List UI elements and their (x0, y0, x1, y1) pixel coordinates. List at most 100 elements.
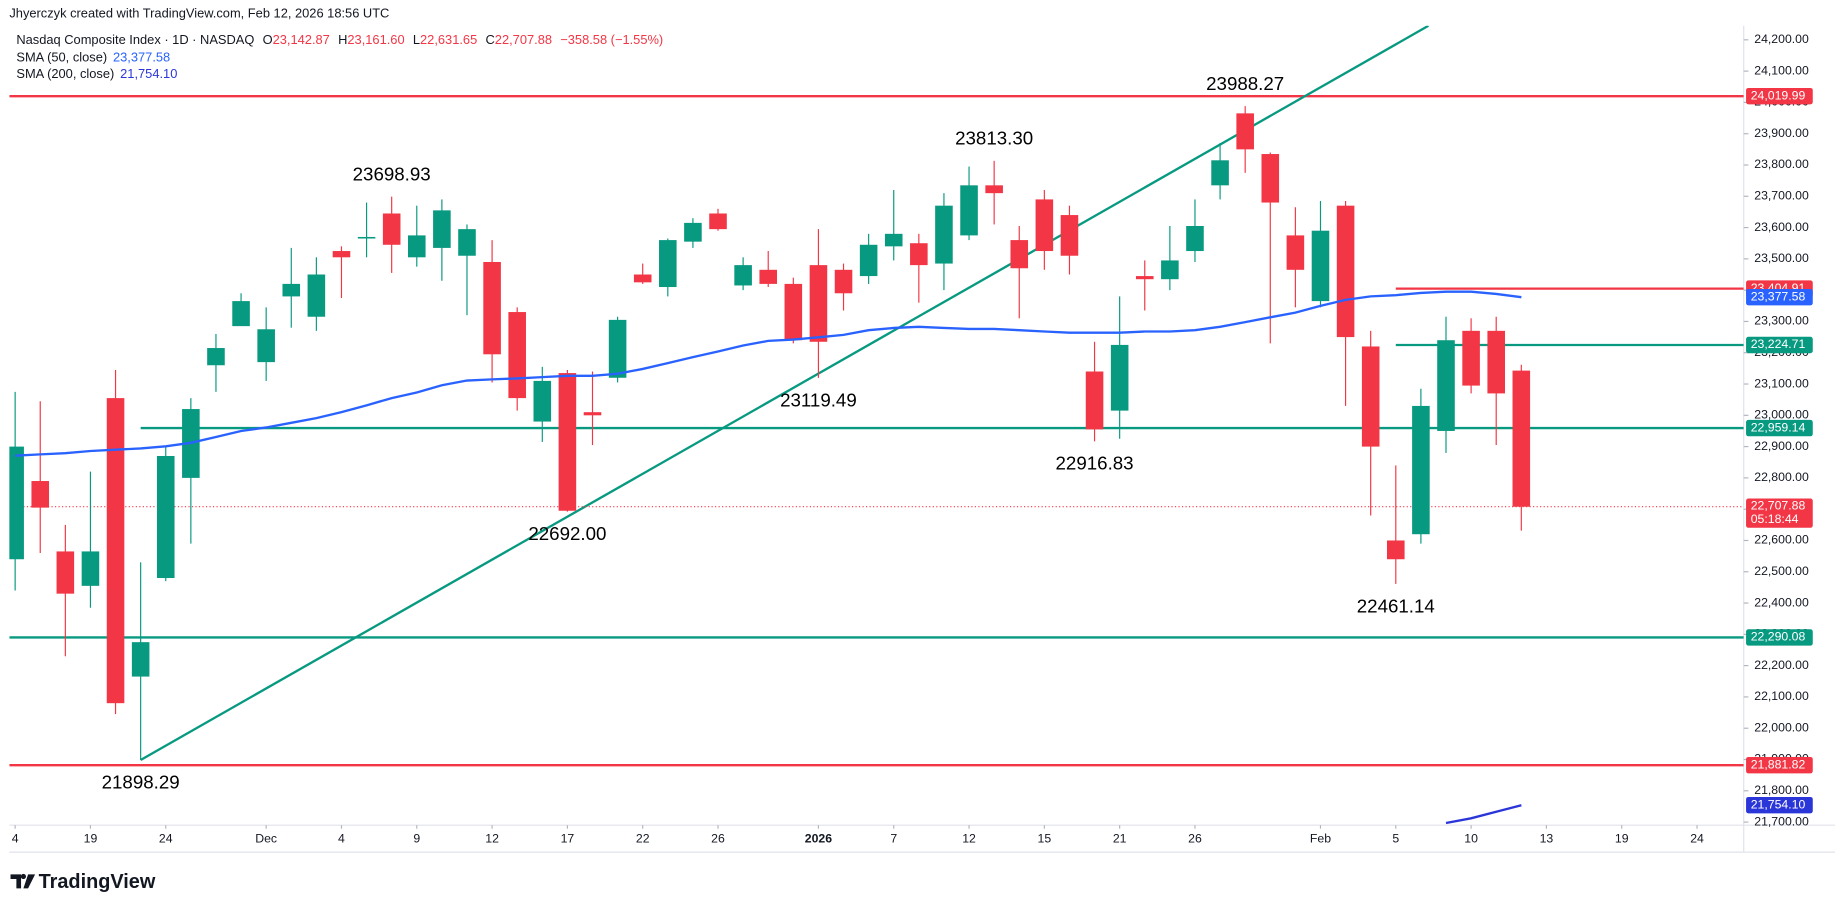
x-tick-label: 15 (1038, 832, 1052, 846)
x-tick-label: 21 (1113, 832, 1127, 846)
candle-body (734, 265, 752, 286)
y-tick-label: 23,500.00 (1754, 251, 1809, 265)
candle-body (81, 551, 100, 586)
x-tick-label: 9 (413, 832, 420, 846)
candle-body (759, 269, 778, 284)
y-tick-label: 22,500.00 (1754, 564, 1809, 578)
brand: TradingView (39, 871, 156, 893)
last-price-box (1746, 498, 1813, 528)
level-label-box (1746, 419, 1813, 437)
x-tick-label: 17 (561, 832, 575, 846)
candle-body (558, 373, 577, 511)
price-annotation: 22916.83 (1056, 453, 1134, 474)
candle-body (31, 481, 50, 508)
candle-body (1085, 371, 1104, 430)
h-value: 23,161.60 (347, 32, 404, 47)
sma-label-box (1746, 288, 1813, 306)
price-annotation: 23813.30 (955, 128, 1033, 149)
level-label-text: 24,019.99 (1751, 88, 1806, 102)
level-label-box (1746, 87, 1813, 105)
candle-body (458, 229, 476, 256)
candle-body (1311, 230, 1330, 302)
last-price-text: 22,707.88 (1751, 498, 1806, 512)
candle-body (809, 265, 828, 342)
price-annotation: 23119.49 (780, 389, 857, 410)
candle-body (56, 551, 75, 594)
sma50-name: SMA (50, close) (16, 50, 107, 65)
candle-body (257, 329, 275, 363)
x-tick-label: 13 (1540, 832, 1554, 846)
candle-body (407, 235, 426, 258)
change: −358.58 (−1.55%) (560, 32, 663, 47)
x-tick-label: Dec (255, 832, 277, 846)
candle-body (1236, 113, 1254, 150)
price-annotation: 22461.14 (1357, 595, 1435, 616)
candle-body (709, 213, 727, 230)
x-tick-label: 2026 (805, 832, 832, 846)
x-tick-label: 24 (159, 832, 173, 846)
sma-line (1445, 804, 1522, 825)
y-tick-label: 22,200.00 (1754, 658, 1809, 672)
symbol: Nasdaq Composite Index · 1D · NASDAQ (16, 32, 254, 47)
sma-label-box (1746, 796, 1813, 814)
candle-body (232, 301, 250, 327)
c-value: 22,707.88 (495, 32, 552, 47)
y-tick-label: 23,100.00 (1754, 376, 1809, 390)
x-tick-label: 19 (1615, 832, 1629, 846)
sma-line (15, 290, 1522, 457)
logo-mark (10, 873, 36, 889)
candle-body (433, 210, 451, 248)
candle-body (1261, 154, 1280, 203)
plot-area (9, 25, 1744, 825)
candle-body (207, 348, 225, 366)
level-label-text: 23,224.71 (1751, 337, 1806, 351)
candle-body (483, 261, 501, 355)
candle-body (985, 185, 1003, 194)
y-tick-label: 23,900.00 (1754, 126, 1809, 140)
candle-body (1110, 344, 1129, 411)
x-tick-label: 5 (1392, 832, 1399, 846)
candle-body (859, 244, 878, 277)
y-tick-label: 21,700.00 (1754, 814, 1809, 828)
candle-body (608, 319, 627, 378)
candle-body (1010, 240, 1029, 269)
price-annotation: 21898.29 (102, 771, 180, 792)
candle-body (1462, 330, 1480, 386)
credit: Jhyerczyk created with TradingView.com, … (9, 5, 389, 20)
y-tick-label: 23,000.00 (1754, 408, 1809, 422)
y-tick-label: 22,000.00 (1754, 720, 1809, 734)
trendline (140, 25, 1430, 762)
x-tick-label: 26 (711, 832, 725, 846)
candle-body (282, 283, 301, 297)
candle-body (1211, 160, 1229, 186)
x-tick-label: 22 (636, 832, 650, 846)
sma200-value: 21,754.10 (120, 66, 177, 81)
y-tick-label: 23,300.00 (1754, 314, 1809, 328)
candle-body (1437, 340, 1455, 431)
l-label: L (413, 32, 420, 47)
sma-label-text: 23,377.58 (1751, 289, 1806, 303)
legend-main: Nasdaq Composite Index · 1D · NASDAQ O 23… (16, 32, 663, 47)
legend-sma50: SMA (50, close) 23,377.58 (16, 50, 170, 65)
candle-body (935, 205, 953, 264)
candle-body (960, 185, 978, 236)
sma50-value: 23,377.58 (113, 50, 170, 65)
candle-body (9, 446, 24, 560)
level-label-text: 21,881.82 (1751, 757, 1806, 771)
sma-label-text: 21,754.10 (1751, 797, 1806, 811)
y-tick-label: 24,100.00 (1754, 63, 1809, 77)
candle-body (1035, 199, 1054, 252)
candle-body (1060, 215, 1079, 256)
y-tick-label: 22,900.00 (1754, 439, 1809, 453)
candle-body (784, 283, 803, 341)
x-tick-label: Feb (1310, 832, 1331, 846)
o-label: O (263, 32, 273, 47)
overlay: 21,700.0021,800.0021,900.0022,000.0022,1… (12, 32, 1813, 846)
x-tick-label: 19 (84, 832, 98, 846)
candle-body (1387, 540, 1405, 560)
level-label-box (1746, 756, 1813, 774)
h-label: H (338, 32, 347, 47)
